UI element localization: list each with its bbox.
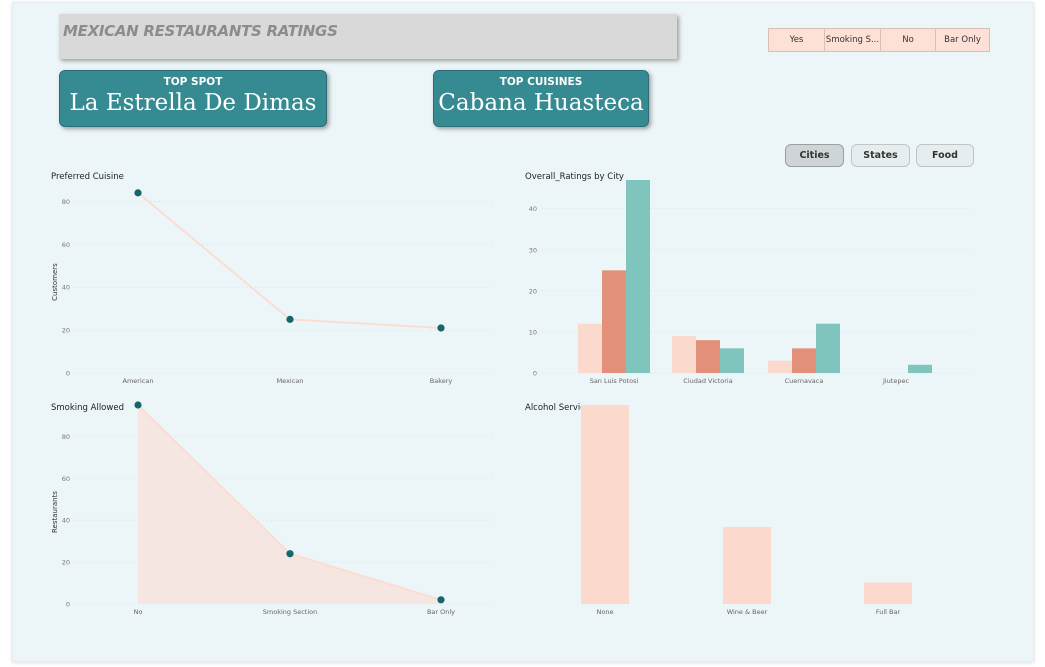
smoking-ytick: 0 (66, 601, 70, 609)
cityratings-ytick: 20 (529, 287, 537, 295)
preferred-ytick: 60 (62, 241, 70, 249)
report-title-box: MEXICAN RESTAURANTS RATINGS (59, 14, 677, 59)
cityratings-bar-1-2 (720, 348, 744, 373)
smoking-ytick: 40 (62, 517, 70, 525)
alcohol-xtick: Full Bar (876, 608, 901, 616)
alcohol-xtick: None (597, 608, 614, 616)
cityratings-title: Overall_Ratings by City (525, 172, 624, 182)
toggle-cities-button[interactable]: Cities (785, 144, 844, 167)
cityratings-xtick: San Luis Potosi (590, 377, 639, 385)
preferred-point-0 (134, 189, 142, 197)
smoking-ylabel: Restaurants (51, 491, 59, 533)
smoking-xtick: Smoking Section (263, 608, 317, 616)
cityratings-bar-0-0 (578, 323, 602, 373)
report-title: MEXICAN RESTAURANTS RATINGS (63, 22, 338, 40)
top-cuisines-value: Cabana Huasteca (438, 90, 644, 116)
cityratings-xtick: Ciudad Victoria (683, 377, 732, 385)
preferred-ytick: 40 (62, 284, 70, 292)
smoking-point-2 (437, 596, 445, 604)
cityratings-xtick: Jiutepec (882, 377, 910, 385)
alcohol-bar-1 (723, 526, 771, 604)
cityratings-ytick: 10 (529, 328, 537, 336)
slicer-bar-only[interactable]: Bar Only (935, 28, 990, 52)
smoking-area (138, 405, 441, 604)
preferred-series-line (137, 192, 442, 329)
alcohol-bar-2 (864, 582, 912, 604)
smoking-point-1 (286, 550, 294, 558)
cityratings-bar-3-2 (908, 364, 932, 373)
cityratings-bar-0-2 (626, 180, 650, 373)
preferred-xtick: Mexican (277, 377, 304, 385)
cityratings-ytick: 30 (529, 246, 537, 254)
top-spot-label: TOP SPOT (163, 76, 223, 88)
smoking-xtick: Bar Only (427, 608, 455, 616)
preferred-point-2 (437, 324, 445, 332)
smoking-title: Smoking Allowed (51, 403, 124, 413)
smoking-ytick: 80 (62, 433, 70, 441)
alcohol-xtick: Wine & Beer (727, 608, 768, 616)
smoking-ytick: 60 (62, 475, 70, 483)
smoking-ytick: 20 (62, 559, 70, 567)
slicer-smoking-section[interactable]: Smoking S... (824, 28, 881, 52)
preferred-ylabel: Customers (51, 263, 59, 301)
preferred-title: Preferred Cuisine (51, 172, 124, 182)
toggle-food-button[interactable]: Food (916, 144, 974, 167)
cityratings-xtick: Cuernavaca (785, 377, 824, 385)
top-spot-value: La Estrella De Dimas (69, 90, 317, 116)
cityratings-ytick: 0 (533, 370, 537, 378)
alcohol-bar-0 (581, 405, 629, 604)
top-spot-card: TOP SPOT La Estrella De Dimas (59, 70, 327, 127)
cityratings-ytick: 40 (529, 205, 537, 213)
smoking-xtick: No (134, 608, 143, 616)
preferred-xtick: Bakery (430, 377, 453, 385)
preferred-xtick: American (123, 377, 154, 385)
top-cuisines-label: TOP CUISINES (499, 76, 583, 88)
cityratings-bar-2-1 (792, 348, 816, 373)
preferred-point-1 (286, 315, 294, 323)
alcohol-title: Alcohol Service (525, 403, 590, 413)
cityratings-bar-2-0 (768, 360, 792, 373)
top-cuisines-card: TOP CUISINES Cabana Huasteca (433, 70, 649, 127)
cityratings-bar-1-0 (672, 336, 696, 373)
smoking-point-0 (134, 401, 142, 409)
cityratings-bar-0-1 (602, 270, 626, 373)
preferred-ytick: 20 (62, 327, 70, 335)
cityratings-bar-2-2 (816, 323, 840, 373)
cityratings-bar-1-1 (696, 340, 720, 373)
toggle-states-button[interactable]: States (851, 144, 910, 167)
preferred-ytick: 0 (66, 370, 70, 378)
preferred-ytick: 80 (62, 198, 70, 206)
